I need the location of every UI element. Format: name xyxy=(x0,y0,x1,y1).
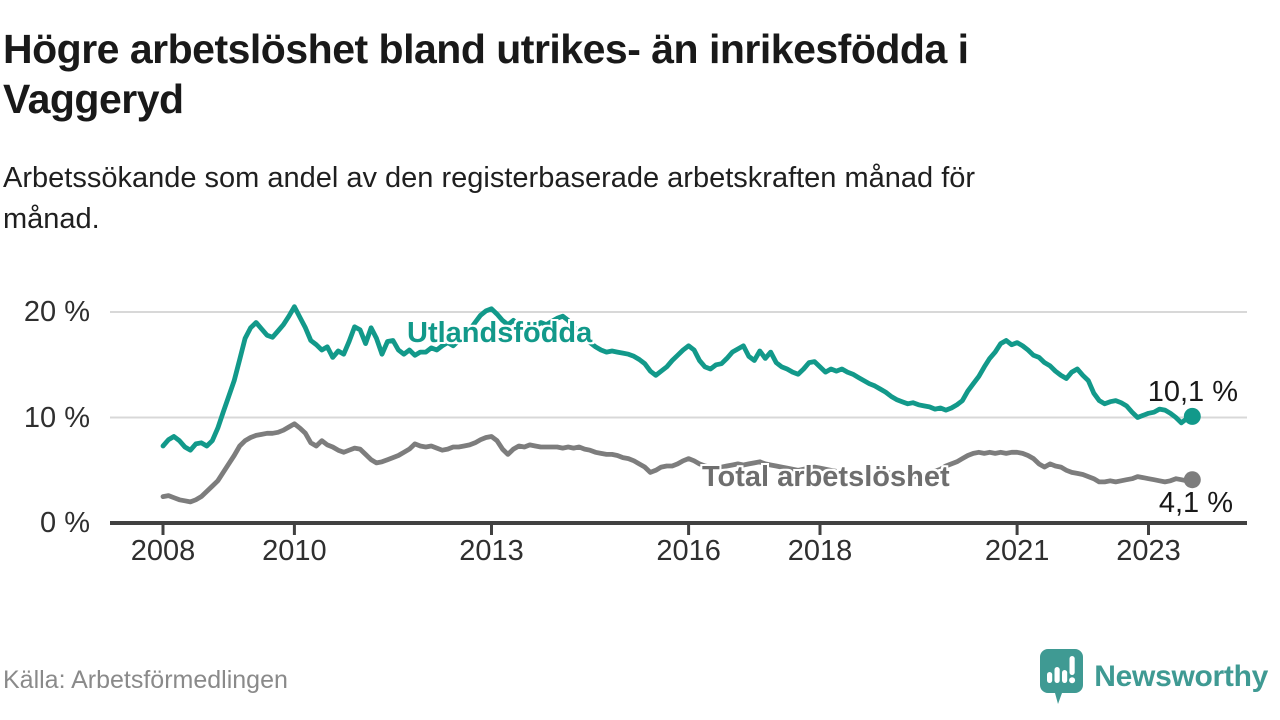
y-axis-tick-label: 10 % xyxy=(23,401,90,434)
chart-subtitle: Arbetssökande som andel av den registerb… xyxy=(3,158,1263,240)
series-end-dot xyxy=(1183,407,1201,425)
title-line-1: Högre arbetslöshet bland utrikes- än inr… xyxy=(3,26,969,72)
x-axis-tick-label: 2023 xyxy=(1116,535,1181,567)
x-axis-tick-label: 2013 xyxy=(459,535,524,567)
x-axis-tick-label: 2010 xyxy=(262,535,327,567)
subtitle-line-2: månad. xyxy=(3,203,100,235)
series-end-dot xyxy=(1183,471,1201,489)
end-value-label-total: 4,1 % xyxy=(1158,487,1233,519)
series-line-utlandsf-dda xyxy=(160,304,1195,453)
newsworthy-wordmark: Newsworthy xyxy=(1094,660,1268,693)
series-label-total-arbetsloshet: Total arbetslöshet xyxy=(702,461,950,493)
y-axis-tick-label: 0 % xyxy=(40,507,90,539)
x-axis-tick-label: 2008 xyxy=(130,535,196,567)
end-value-label-utlandsfodda: 10,1 % xyxy=(1147,376,1238,408)
newsworthy-chart-bubble-icon xyxy=(1040,649,1084,704)
title-line-2: Vaggeryd xyxy=(3,76,184,122)
x-axis-tick-label: 2016 xyxy=(656,535,721,567)
newsworthy-logo: Newsworthy xyxy=(1039,648,1268,706)
y-axis-tick-label: 20 % xyxy=(23,296,90,328)
x-axis-tick-label: 2021 xyxy=(984,535,1050,567)
page-title: Högre arbetslöshet bland utrikes- än inr… xyxy=(3,24,1263,124)
series-label-utlandsfodda: Utlandsfödda xyxy=(407,317,593,349)
source-note: Källa: Arbetsförmedlingen xyxy=(3,666,288,694)
series-line-total-arbetsl-shet xyxy=(160,421,1195,505)
subtitle-line-1: Arbetssökande som andel av den registerb… xyxy=(3,162,976,194)
x-axis-tick-label: 2018 xyxy=(787,535,853,567)
